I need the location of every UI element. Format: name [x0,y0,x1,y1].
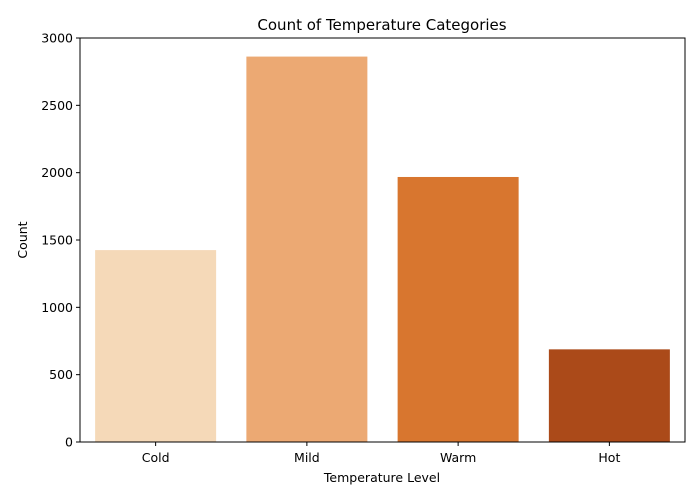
bars [95,56,670,443]
plot-frame [79,37,686,443]
x-tick-label: Warm [440,450,476,465]
chart-title: Count of Temperature Categories [257,16,506,34]
y-tick-label: 0 [65,435,73,450]
x-tick-label: Cold [142,450,170,465]
x-axis-label: Temperature Level [323,470,440,485]
y-tick-label: 1000 [41,300,73,315]
plot-area: 0 500 1000 1500 2000 2500 3000 Cold Mild Warm Hot [41,31,686,465]
y-axis-label: Count [15,221,30,258]
bar-hot [548,349,670,442]
x-axis-ticks: Cold Mild Warm Hot [142,442,620,465]
x-tick-label: Mild [294,450,320,465]
x-tick-label: Hot [598,450,620,465]
bar-cold [95,250,217,442]
y-tick-label: 3000 [41,31,73,46]
y-tick-label: 2000 [41,165,73,180]
bar-mild [246,56,368,443]
y-axis-ticks: 0 500 1000 1500 2000 2500 3000 [41,31,80,450]
bar-warm [397,176,519,442]
y-tick-label: 2500 [41,98,73,113]
y-tick-label: 500 [49,367,73,382]
y-tick-label: 1500 [41,233,73,248]
